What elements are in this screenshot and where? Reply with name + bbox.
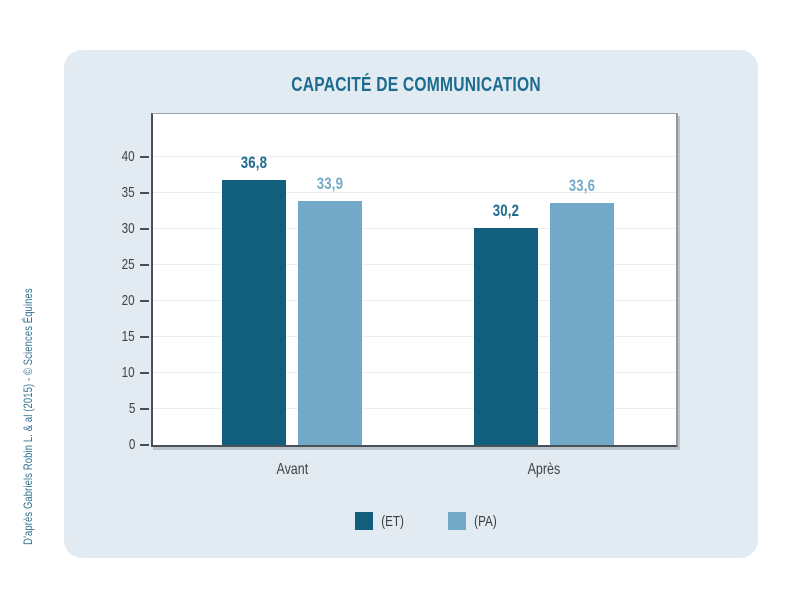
legend-text-pa: (PA): [473, 512, 497, 530]
gridline-40: [153, 156, 676, 158]
y-tick-0: [140, 444, 149, 446]
gridline-30: [153, 228, 676, 230]
y-tick-label-15: 15: [99, 328, 135, 346]
legend-label-et: (ET): [378, 513, 407, 530]
legend-item-et: (ET): [355, 512, 407, 530]
y-tick-text-35: 35: [121, 184, 135, 202]
y-tick-25: [140, 264, 149, 267]
plot-area: 0 5 10 15 20 25 30 35 40 36,8 33,9 Avant 30,2 33,6 Apr…: [122, 113, 678, 478]
legend-swatch-pa: [447, 512, 466, 530]
y-tick-text-5: 5: [128, 400, 135, 418]
y-tick-label-10: 10: [99, 364, 135, 382]
y-tick-label-40: 40: [99, 148, 135, 166]
y-tick-text-20: 20: [121, 292, 135, 310]
bar-value-aprs-pa: 33,6: [537, 176, 627, 196]
bar-avant-et: [222, 180, 286, 445]
gridline-20: [153, 300, 676, 302]
x-category-label-aprs: Après: [474, 460, 614, 480]
y-tick-label-5: 5: [99, 400, 135, 418]
x-category-text-avant: Avant: [276, 461, 308, 478]
chart-title-text: CAPACITÉ DE COMMUNICATION: [291, 74, 542, 96]
legend-item-pa: (PA): [447, 512, 500, 530]
chart-panel: CAPACITÉ DE COMMUNICATION 0 5 10 15 20 25 30 35…: [64, 50, 758, 558]
bar-avant-pa: [298, 201, 362, 445]
bar-value-avant-pa: 33,9: [285, 174, 375, 194]
gridline-35: [153, 192, 676, 194]
gridline-25: [153, 264, 676, 266]
y-tick-text-10: 10: [121, 364, 135, 382]
y-tick-text-25: 25: [121, 256, 135, 274]
x-category-text-aprs: Après: [527, 461, 561, 478]
legend-text-et: (ET): [381, 512, 405, 530]
bar-value-text-aprs-pa: 33,6: [568, 176, 596, 196]
attribution-label: D'après Gabriels Robin L. & al (2015) - …: [21, 288, 35, 545]
x-category-label-avant: Avant: [222, 460, 362, 480]
legend: (ET) (PA): [164, 512, 691, 530]
y-tick-label-30: 30: [99, 220, 135, 238]
bar-value-avant-et: 36,8: [209, 153, 299, 173]
gridline-5: [153, 408, 676, 410]
bar-value-text-avant-pa: 33,9: [316, 174, 344, 194]
legend-label-pa: (PA): [471, 513, 500, 530]
y-tick-text-30: 30: [121, 220, 135, 238]
y-tick-40: [140, 156, 149, 159]
y-tick-30: [140, 228, 149, 231]
y-tick-text-0: 0: [128, 436, 135, 453]
gridline-15: [153, 336, 676, 338]
legend-swatch-et: [355, 512, 374, 530]
y-tick-10: [140, 372, 149, 375]
y-tick-text-15: 15: [121, 328, 135, 346]
chart-title: CAPACITÉ DE COMMUNICATION: [153, 72, 680, 98]
attribution-text: D'après Gabriels Robin L. & al (2015) - …: [21, 281, 35, 581]
y-tick-5: [140, 408, 149, 411]
y-tick-20: [140, 300, 149, 303]
bar-value-aprs-et: 30,2: [461, 201, 551, 221]
bar-value-text-aprs-et: 30,2: [492, 200, 520, 220]
bar-aprs-pa: [550, 203, 614, 445]
bar-value-text-avant-et: 36,8: [240, 153, 268, 173]
y-tick-label-20: 20: [99, 292, 135, 310]
y-tick-label-35: 35: [99, 184, 135, 202]
gridline-10: [153, 372, 676, 374]
y-tick-15: [140, 336, 149, 339]
y-tick-label-0: 0: [99, 436, 135, 454]
bar-aprs-et: [474, 227, 538, 445]
y-tick-label-25: 25: [99, 256, 135, 274]
y-tick-text-40: 40: [121, 148, 135, 166]
y-tick-35: [140, 192, 149, 195]
